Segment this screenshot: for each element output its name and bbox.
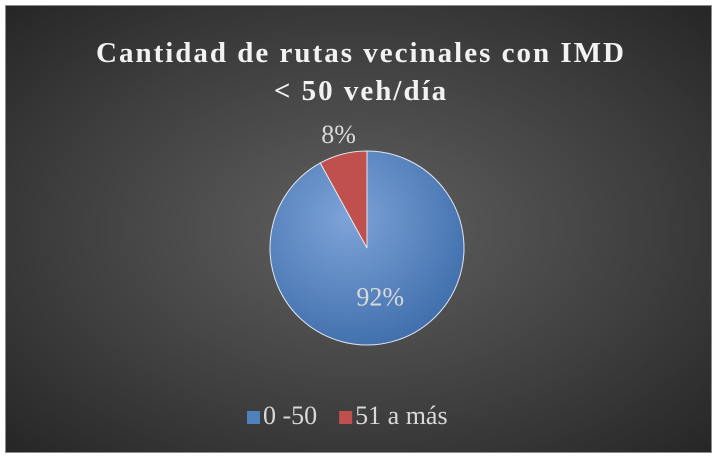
legend-label: 51 a más <box>355 401 447 430</box>
data-label: 8% <box>321 120 356 149</box>
legend-swatch <box>247 411 260 424</box>
data-label: 92% <box>356 283 404 312</box>
pie-slice <box>269 150 465 346</box>
pie-slice <box>319 150 368 249</box>
legend-swatch <box>339 411 353 424</box>
chart-area: Cantidad de rutas vecinales con IMD < 50… <box>5 5 712 453</box>
legend-label: 0 -50 <box>263 401 317 430</box>
chart-title: Cantidad de rutas vecinales con IMD < 50… <box>96 37 626 107</box>
